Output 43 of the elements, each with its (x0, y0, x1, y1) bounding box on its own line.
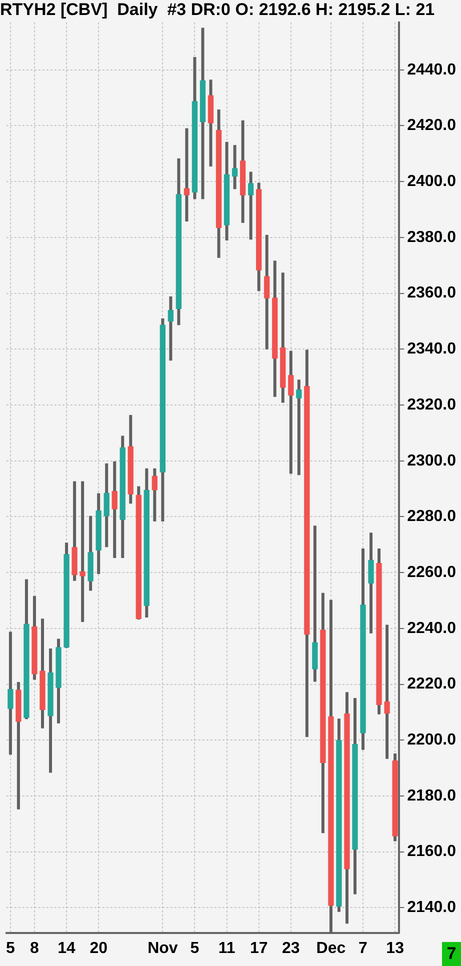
y-tick-label: 2440.0 (407, 61, 456, 78)
y-tick-label: 2160.0 (407, 843, 456, 860)
y-tick-label: 2200.0 (407, 732, 456, 749)
x-tick-label: 8 (30, 940, 40, 957)
y-tick-label: 2380.0 (407, 228, 456, 246)
y-tick-label: 2340.0 (407, 340, 456, 358)
candlestick (232, 144, 238, 190)
x-tick-label: 7 (358, 940, 368, 957)
x-tick-label: 13 (386, 940, 404, 957)
x-tick-label: 23 (282, 940, 300, 957)
x-tick-label: 5 (6, 940, 15, 957)
candlestick (152, 468, 158, 522)
candlestick (112, 461, 118, 558)
y-tick-label: 2320.0 (407, 396, 456, 414)
y-tick-label: 2220.0 (407, 676, 456, 693)
x-tick-label: 14 (58, 940, 76, 957)
y-tick-label: 2180.0 (407, 787, 456, 804)
candlestick (368, 532, 374, 634)
x-tick-label: Nov (148, 940, 178, 957)
candlestick (168, 296, 174, 361)
candlestick (104, 463, 110, 548)
y-tick-label: 2260.0 (407, 564, 456, 581)
candlestick (80, 481, 86, 622)
y-tick-label: 2400.0 (407, 172, 456, 190)
y-tick-label: 2140.0 (407, 899, 456, 916)
y-tick-label: 2280.0 (407, 508, 456, 526)
candlestick (296, 380, 302, 476)
candlestick (184, 128, 190, 222)
y-tick-label: 2360.0 (407, 284, 456, 302)
candlestick (248, 172, 254, 240)
candlestick (288, 350, 294, 474)
x-tick-label: 17 (250, 940, 268, 957)
x-tick-label: 5 (190, 940, 200, 957)
x-tick-label: Dec (316, 940, 346, 957)
chart-title: RTYH2 [CBV] Daily #3 DR:0 O: 2192.6 H: 2195.2 L: 21 (0, 0, 435, 19)
x-tick-label: 11 (218, 940, 236, 957)
y-tick-label: 2300.0 (407, 452, 456, 470)
candlestick (384, 624, 390, 759)
y-tick-label: 2420.0 (407, 117, 456, 134)
candlestick (8, 632, 14, 755)
candlestick (264, 234, 270, 350)
y-tick-label: 2240.0 (407, 620, 456, 637)
x-tick-label: 20 (90, 940, 108, 957)
